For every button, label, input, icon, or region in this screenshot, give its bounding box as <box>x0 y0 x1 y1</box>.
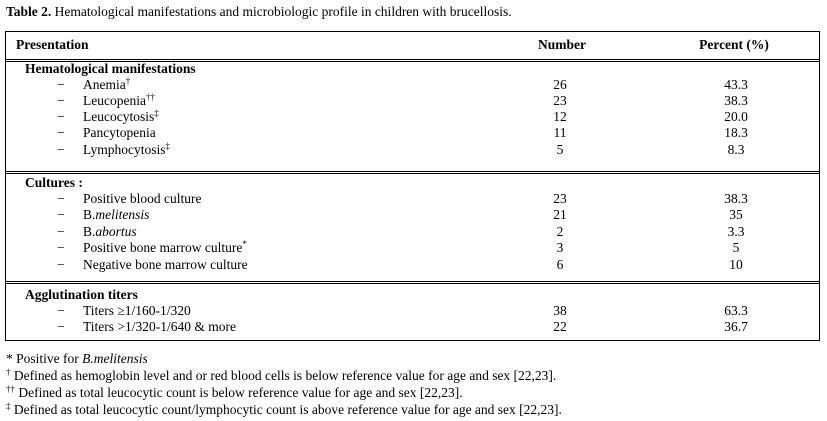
dash: − <box>57 303 65 318</box>
dash: − <box>57 109 65 124</box>
row-label: Anemia† <box>83 76 131 93</box>
row-label: Positive blood culture <box>83 191 202 206</box>
row-number: 5 <box>556 142 564 157</box>
row-number: 2 <box>556 224 564 239</box>
row-label: Titers ≥1/160-1/320 <box>83 303 191 318</box>
row-label: Negative bone marrow culture <box>83 257 248 272</box>
table-caption: Table 2. Hematological manifestations an… <box>6 4 512 20</box>
table-row: − Leucopenia†† 23 38.3 <box>6 93 819 109</box>
section-divider <box>6 281 819 284</box>
dash: − <box>57 125 65 140</box>
caption-text: Hematological manifestations and microbi… <box>51 4 512 19</box>
row-number: 23 <box>553 93 567 108</box>
row-number: 3 <box>556 240 564 255</box>
dash: − <box>57 191 65 206</box>
row-percent: 38.3 <box>724 191 748 206</box>
table-row: − Leucocytosis‡ 12 20.0 <box>6 109 819 125</box>
section-title-agglutination: Agglutination titers <box>25 287 138 302</box>
dash: − <box>57 240 65 255</box>
row-label: Positive bone marrow culture* <box>83 239 247 256</box>
row-percent: 38.3 <box>724 93 748 108</box>
row-percent: 3.3 <box>727 224 745 239</box>
header-divider <box>6 59 819 62</box>
dash: − <box>57 224 65 239</box>
table-row: − Anemia† 26 43.3 <box>6 77 819 93</box>
data-table: Presentation Number Percent (%) Hematolo… <box>5 31 820 341</box>
row-number: 21 <box>553 207 567 222</box>
row-label: Lymphocytosis‡ <box>83 141 171 158</box>
row-label: B.melitensis <box>83 207 150 222</box>
row-number: 22 <box>553 319 567 334</box>
table-row: − B.abortus 2 3.3 <box>6 224 819 240</box>
dash: − <box>57 142 65 157</box>
row-percent: 36.7 <box>724 319 748 334</box>
row-number: 38 <box>553 303 567 318</box>
row-percent: 43.3 <box>724 77 748 92</box>
section-title-hematological: Hematological manifestations <box>25 61 196 76</box>
row-number: 6 <box>556 257 564 272</box>
table-row: − Lymphocytosis‡ 5 8.3 <box>6 142 819 158</box>
header-number: Number <box>538 37 586 52</box>
row-percent: 10 <box>729 257 743 272</box>
row-label: Leucocytosis‡ <box>83 108 159 125</box>
table-row: − Positive blood culture 23 38.3 <box>6 191 819 207</box>
footnote-dagger: † Defined as hemoglobin level and or red… <box>6 367 557 384</box>
footnote-ddagger: ‡ Defined as total leucocytic count/lymp… <box>6 401 562 418</box>
row-percent: 18.3 <box>724 125 748 140</box>
dash: − <box>57 257 65 272</box>
row-label: Titers >1/320-1/640 & more <box>83 319 236 334</box>
row-number: 12 <box>553 109 567 124</box>
caption-label: Table 2. <box>6 4 52 19</box>
dash: − <box>57 319 65 334</box>
row-number: 11 <box>553 125 567 140</box>
row-percent: 8.3 <box>727 142 745 157</box>
footnote-positive: * Positive for B.melitensis <box>6 351 148 366</box>
dash: − <box>57 93 65 108</box>
footnote-double-dagger: †† Defined as total leucocytic count is … <box>6 384 463 401</box>
row-number: 23 <box>553 191 567 206</box>
row-label: Pancytopenia <box>83 125 156 140</box>
table-row: − Titers ≥1/160-1/320 38 63.3 <box>6 303 819 319</box>
row-label: B.abortus <box>83 224 137 239</box>
section-divider <box>6 171 819 174</box>
row-percent: 20.0 <box>724 109 748 124</box>
header-presentation: Presentation <box>16 37 89 52</box>
table-row: − Pancytopenia 11 18.3 <box>6 125 819 141</box>
table-row: − B.melitensis 21 35 <box>6 207 819 223</box>
table-row: − Titers >1/320-1/640 & more 22 36.7 <box>6 319 819 335</box>
row-number: 26 <box>553 77 567 92</box>
table-row: − Negative bone marrow culture 6 10 <box>6 257 819 273</box>
row-percent: 63.3 <box>724 303 748 318</box>
row-label: Leucopenia†† <box>83 92 155 109</box>
table-row: − Positive bone marrow culture* 3 5 <box>6 240 819 256</box>
row-percent: 5 <box>732 240 740 255</box>
dash: − <box>57 77 65 92</box>
dash: − <box>57 207 65 222</box>
header-percent: Percent (%) <box>699 37 769 52</box>
section-title-cultures: Cultures : <box>25 175 83 190</box>
row-percent: 35 <box>729 207 743 222</box>
